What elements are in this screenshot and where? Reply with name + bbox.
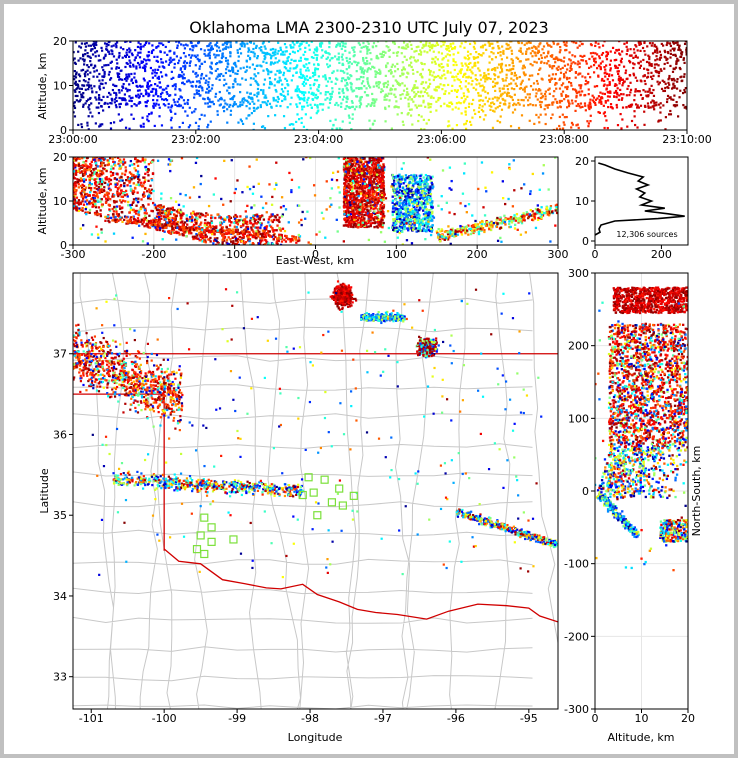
east-west-sources: [73, 157, 558, 245]
plan-view-ticks: -101 -100 -99 -98 -97 -96 -95 33 34 35 36 37: [53, 348, 538, 725]
east-west-xlabel: East-West, km: [276, 254, 354, 267]
plan-view-xtick: -95: [520, 712, 538, 725]
histogram-ytick: 0: [582, 235, 589, 248]
time-height-ylabel: Altitude, km: [36, 52, 49, 119]
state-boundaries: [73, 353, 558, 623]
plan-view-ytick: 36: [53, 428, 67, 441]
north-south-xtick: 0: [592, 712, 599, 725]
lma-station-marker: [338, 501, 347, 510]
east-west-ticks: -300 -200 -100 0 100 200 300 0 10 20: [53, 151, 569, 261]
time-height-ytick: 0: [60, 124, 67, 137]
plan-view-xtick: -100: [152, 712, 177, 725]
altitude-histogram-curve: [594, 162, 685, 236]
north-south-ytick: 0: [582, 485, 589, 498]
east-west-xtick: 200: [467, 248, 488, 261]
altitude-north-south-panel: 0 10 20 -300 -200 -100 0 100 200 300 North-South,…: [564, 267, 703, 744]
north-south-xtick: 20: [681, 712, 695, 725]
time-height-panel: 23:00:00 23:02:00 23:04:00 23:06:00 23:08:00…: [36, 35, 712, 146]
plan-view-ytick: 37: [53, 348, 67, 361]
east-west-xtick: -100: [222, 248, 247, 261]
county-boundaries: [73, 273, 558, 709]
lma-station-marker: [335, 484, 344, 493]
plan-view-xtick: -97: [374, 712, 392, 725]
north-south-xtick: 10: [635, 712, 649, 725]
plan-view-xtick: -98: [301, 712, 319, 725]
lma-station-marker: [200, 513, 209, 522]
source-count-label: 12,306 sources: [616, 230, 677, 239]
time-height-xtick: 23:00:00: [48, 133, 97, 146]
time-height-xtick: 23:02:00: [171, 133, 220, 146]
north-south-sources: [595, 286, 688, 572]
lma-station-marker: [327, 498, 337, 507]
east-west-ytick: 10: [53, 195, 67, 208]
plan-view-panel: -101 -100 -99 -98 -97 -96 -95 33 34 35 36 37 Latitu…: [38, 272, 559, 744]
histogram-xtick: 200: [651, 248, 672, 261]
time-height-xtick: 23:10:00: [662, 133, 711, 146]
lma-station-marker: [196, 531, 205, 540]
time-height-ticks: 23:00:00 23:02:00 23:04:00 23:06:00 23:08:00…: [48, 35, 711, 146]
north-south-ytick: -100: [564, 558, 589, 571]
plan-view-frame: [72, 272, 559, 710]
time-height-xtick: 23:04:00: [294, 133, 343, 146]
plan-view-sources: [73, 280, 558, 579]
east-west-xtick: 100: [386, 248, 407, 261]
lma-station-marker: [207, 523, 216, 532]
north-south-ticks: 0 10 20 -300 -200 -100 0 100 200 300: [564, 267, 695, 725]
time-height-ytick: 10: [53, 80, 67, 93]
lma-station-marker: [304, 473, 313, 482]
east-west-ylabel: Altitude, km: [36, 167, 49, 234]
east-west-xtick: -200: [141, 248, 166, 261]
lma-station-marker: [207, 537, 216, 546]
north-south-ytick: 200: [568, 340, 589, 353]
plan-view-ytick: 33: [53, 671, 67, 684]
time-height-sources: [73, 41, 687, 130]
lma-stations: [192, 473, 358, 559]
lma-station-marker: [349, 491, 358, 500]
plan-view-ylabel: Latitude: [38, 468, 51, 514]
east-west-altitude-panel: -300 -200 -100 0 100 200 300 0 10 20 Altitude, km…: [36, 151, 569, 267]
lma-station-marker: [200, 549, 209, 559]
east-west-ytick: 0: [60, 239, 67, 252]
altitude-histogram-panel: 0 200 0 10 20 12,306 sources: [575, 155, 689, 261]
north-south-ytick: -300: [564, 703, 589, 716]
north-south-xlabel: Altitude, km: [607, 731, 674, 744]
north-south-ylabel: North-South, km: [690, 446, 703, 537]
time-height-xtick: 23:06:00: [417, 133, 466, 146]
plan-view-xtick: -99: [228, 712, 246, 725]
plan-view-ytick: 35: [53, 509, 67, 522]
east-west-xtick: 0: [312, 248, 319, 261]
lma-station-marker: [309, 488, 318, 497]
histogram-ytick: 10: [575, 195, 589, 208]
east-west-xtick: 300: [548, 248, 569, 261]
north-south-ytick: 100: [568, 412, 589, 425]
plan-view-xtick: -101: [79, 712, 104, 725]
figure-title: Oklahoma LMA 2300-2310 UTC July 07, 2023: [189, 18, 549, 37]
lma-station-marker: [298, 490, 307, 500]
east-west-xtick: -300: [61, 248, 86, 261]
north-south-ytick: 300: [568, 267, 589, 280]
east-west-ytick: 20: [53, 151, 67, 164]
plan-view-xtick: -96: [447, 712, 465, 725]
histogram-line: [594, 162, 685, 236]
histogram-ticks: 0 200 0 10 20: [575, 155, 672, 261]
plan-view-ytick: 34: [53, 590, 67, 603]
time-height-ytick: 20: [53, 35, 67, 48]
lma-station-marker: [192, 545, 202, 554]
lma-station-marker: [320, 475, 329, 484]
time-height-xtick: 23:08:00: [539, 133, 588, 146]
histogram-ytick: 20: [575, 155, 589, 168]
north-south-ytick: -200: [564, 630, 589, 643]
lma-station-marker: [313, 511, 322, 520]
histogram-xtick: 0: [592, 248, 599, 261]
plan-view-xlabel: Longitude: [288, 731, 343, 744]
lma-station-marker: [229, 535, 238, 544]
